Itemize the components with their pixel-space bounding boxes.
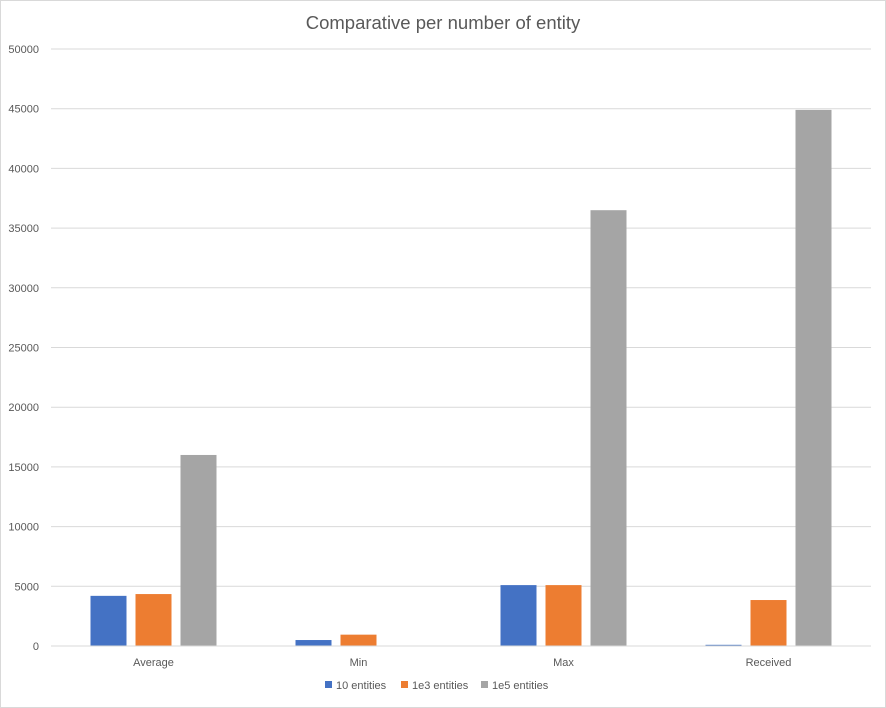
legend-swatch xyxy=(481,681,488,688)
x-category-label: Max xyxy=(553,657,574,669)
x-category-label: Average xyxy=(133,657,174,669)
legend-swatch xyxy=(401,681,408,688)
y-tick-label: 20000 xyxy=(8,402,39,414)
x-axis-category-labels: Average Min Max Received xyxy=(133,657,791,669)
legend-label: 10 entities xyxy=(336,680,387,692)
bar xyxy=(295,640,332,646)
y-tick-label: 30000 xyxy=(8,283,39,295)
bar xyxy=(795,109,832,647)
y-tick-label: 40000 xyxy=(8,163,39,175)
bar xyxy=(180,454,217,646)
x-category-label: Received xyxy=(746,657,792,669)
bar xyxy=(590,210,627,646)
legend-label: 1e5 entities xyxy=(492,680,549,692)
bar xyxy=(500,585,537,646)
y-axis-tick-labels: 0 5000 10000 15000 20000 25000 30000 35000 40000… xyxy=(8,44,39,653)
legend-label: 1e3 entities xyxy=(412,680,469,692)
bar xyxy=(340,634,377,646)
gridlines xyxy=(51,48,871,587)
y-tick-label: 35000 xyxy=(8,223,39,235)
legend: 10 entities 1e3 entities 1e5 entities xyxy=(325,680,549,692)
bar xyxy=(705,644,742,646)
bar xyxy=(545,585,582,646)
y-tick-label: 5000 xyxy=(15,581,39,593)
x-category-label: Min xyxy=(350,657,368,669)
y-tick-label: 15000 xyxy=(8,462,39,474)
y-tick-label: 50000 xyxy=(8,44,39,56)
y-tick-label: 10000 xyxy=(8,522,39,534)
legend-swatch xyxy=(325,681,332,688)
chart-title: Comparative per number of entity xyxy=(306,12,581,33)
bar xyxy=(135,594,172,646)
bar xyxy=(750,600,787,646)
y-tick-label: 45000 xyxy=(8,104,39,116)
y-tick-label: 25000 xyxy=(8,343,39,355)
y-tick-label: 0 xyxy=(33,641,39,653)
bar xyxy=(90,595,127,646)
bars xyxy=(90,109,832,647)
